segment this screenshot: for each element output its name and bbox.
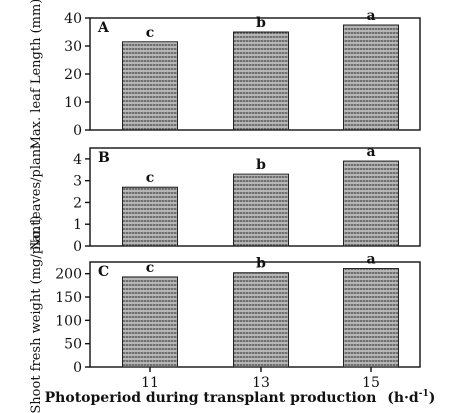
y-tick-label: 3 — [73, 174, 82, 190]
x-tick-label: 15 — [362, 375, 380, 391]
bar-13 — [233, 272, 289, 368]
y-axis-label: No. leaves/plant — [29, 143, 44, 251]
y-tick-label: 50 — [64, 337, 82, 353]
bar-13 — [233, 173, 289, 247]
panel-B: 0 1 2 3 4 B No. leaves/plant c b a — [29, 143, 421, 255]
x-axis-label: Photoperiod during transplant production… — [45, 389, 436, 406]
y-tick-label: 200 — [55, 267, 82, 283]
y-tick-label: 30 — [64, 39, 82, 55]
y-axis-label: Max. leaf Length (mm) — [29, 0, 44, 149]
panel-A: 0 10 20 30 40 A Max. leaf Length (mm) c b a — [29, 0, 421, 149]
chart-panels: 0 10 20 30 40 A Max. leaf Length (mm) c b a 0 1 2 3 4 B… — [29, 0, 421, 413]
bar-15 — [343, 268, 399, 368]
x-axis-tick-labels: 11 13 15 — [141, 367, 380, 391]
bar-13 — [233, 31, 289, 131]
panel-tag: C — [98, 264, 109, 280]
y-tick-label: 0 — [73, 360, 82, 376]
y-tick-label: 1 — [73, 217, 82, 233]
panel-tag: B — [98, 150, 110, 166]
x-tick-label: 11 — [141, 375, 159, 391]
bar-11 — [122, 41, 178, 131]
x-tick-label: 13 — [252, 375, 270, 391]
significance-letter: c — [146, 170, 155, 186]
significance-letter: a — [366, 252, 375, 268]
significance-letter: b — [256, 256, 266, 272]
bar-11 — [122, 276, 178, 368]
y-tick-label: 150 — [55, 290, 82, 306]
bar-15 — [343, 160, 399, 247]
y-tick-label: 0 — [73, 239, 82, 255]
y-tick-label: 20 — [64, 67, 82, 83]
y-tick-label: 4 — [73, 152, 82, 168]
y-tick-label: 2 — [73, 195, 82, 211]
y-tick-label: 100 — [55, 313, 82, 329]
y-tick-label: 10 — [64, 95, 82, 111]
bar-11 — [122, 186, 178, 247]
significance-letter: c — [146, 25, 155, 41]
panel-tag: A — [97, 20, 110, 36]
significance-letter: a — [366, 144, 375, 160]
significance-letter: b — [256, 15, 266, 31]
y-axis-label: Shoot fresh weight (mg/plant) — [29, 215, 44, 413]
significance-letter: a — [366, 8, 375, 24]
significance-letter: c — [146, 260, 155, 276]
significance-letter: b — [256, 157, 266, 173]
y-tick-label: 40 — [64, 11, 82, 27]
bar-15 — [343, 24, 399, 131]
y-tick-label: 0 — [73, 123, 82, 139]
